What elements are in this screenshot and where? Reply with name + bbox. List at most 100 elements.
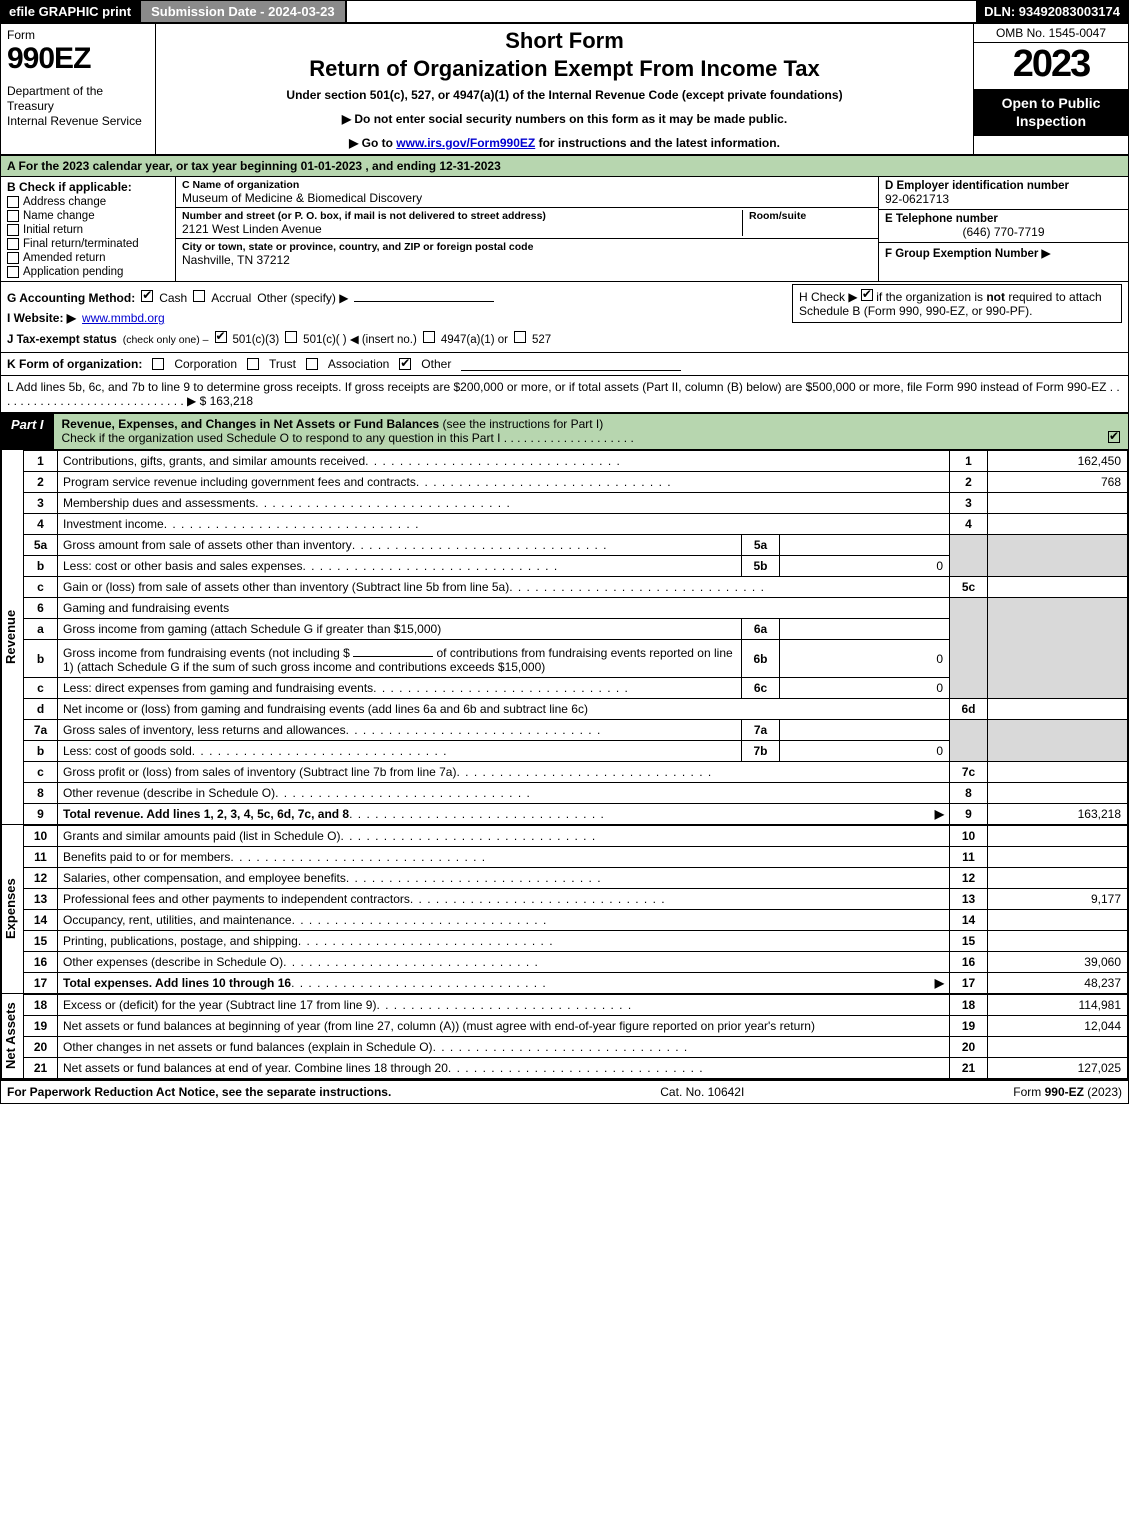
arrow-icon: ▶ [935, 976, 944, 990]
k-corp-checkbox-icon[interactable] [152, 358, 164, 370]
checkbox-icon[interactable] [7, 196, 19, 208]
g-label: G Accounting Method: [7, 291, 135, 305]
chk-amended-return[interactable]: Amended return [7, 252, 169, 264]
chk-initial-return[interactable]: Initial return [7, 224, 169, 236]
g-accrual-checkbox-icon[interactable] [193, 290, 205, 302]
irs-link[interactable]: www.irs.gov/Form990EZ [396, 136, 535, 150]
arrow-icon: ▶ [935, 807, 944, 821]
submission-date: Submission Date - 2024-03-23 [139, 1, 347, 22]
h-checkbox-icon[interactable] [861, 289, 873, 301]
revenue-section: Revenue 1 Contributions, gifts, grants, … [1, 450, 1128, 825]
form-header: Form 990EZ Department of the Treasury In… [1, 24, 1128, 156]
street-cell: Number and street (or P. O. box, if mail… [182, 210, 742, 236]
omb-number: OMB No. 1545-0047 [974, 24, 1128, 43]
k-assoc: Association [328, 357, 389, 371]
ein-row: D Employer identification number 92-0621… [879, 177, 1128, 210]
line-5c: c Gain or (loss) from sale of assets oth… [24, 577, 1128, 598]
col-c: C Name of organization Museum of Medicin… [176, 177, 878, 281]
part-i-schedule-o-checkbox-icon[interactable] [1108, 431, 1120, 443]
line-15: 15Printing, publications, postage, and s… [24, 931, 1128, 952]
chk-application-pending[interactable]: Application pending [7, 266, 169, 278]
line-19: 19Net assets or fund balances at beginni… [24, 1016, 1128, 1037]
line-6c: c Less: direct expenses from gaming and … [24, 678, 1128, 699]
j-501c-checkbox-icon[interactable] [285, 331, 297, 343]
line-10: 10Grants and similar amounts paid (list … [24, 826, 1128, 847]
checkbox-icon[interactable] [7, 252, 19, 264]
g-other-input[interactable] [354, 288, 494, 302]
l-value: 163,218 [210, 394, 253, 408]
line-2: 2 Program service revenue including gove… [24, 472, 1128, 493]
l-text: L Add lines 5b, 6c, and 7b to line 9 to … [7, 380, 1120, 408]
room-cell: Room/suite [742, 210, 872, 236]
dln-label: DLN: 93492083003174 [976, 1, 1128, 22]
line-4: 4 Investment income 4 [24, 514, 1128, 535]
j-501c: 501(c)( ) ◀ (insert no.) [303, 332, 417, 346]
checkbox-icon[interactable] [7, 238, 19, 250]
k-other: Other [421, 357, 451, 371]
footer-right: Form 990-EZ (2023) [1013, 1085, 1122, 1099]
header-right: OMB No. 1545-0047 2023 Open to Public In… [973, 24, 1128, 154]
net-assets-table: 18Excess or (deficit) for the year (Subt… [23, 994, 1128, 1079]
chk-address-change[interactable]: Address change [7, 196, 169, 208]
g-cash-checkbox-icon[interactable] [141, 290, 153, 302]
k-assoc-checkbox-icon[interactable] [306, 358, 318, 370]
h-text2: if the organization is [876, 290, 986, 304]
phone-label: E Telephone number [885, 213, 1122, 225]
org-name-label: C Name of organization [182, 179, 872, 191]
room-label: Room/suite [749, 210, 872, 222]
topbar-spacer [347, 1, 977, 22]
j-527: 527 [532, 334, 551, 346]
k-trust-checkbox-icon[interactable] [247, 358, 259, 370]
street-label: Number and street (or P. O. box, if mail… [182, 210, 742, 222]
group-exemption-row: F Group Exemption Number ▶ [879, 243, 1128, 281]
j-501c3-checkbox-icon[interactable] [215, 331, 227, 343]
footer-cat: Cat. No. 10642I [660, 1085, 744, 1099]
line-6a: a Gross income from gaming (attach Sched… [24, 619, 1128, 640]
g-accrual: Accrual [211, 291, 251, 305]
k-other-input[interactable] [461, 357, 681, 371]
net-assets-section: Net Assets 18Excess or (deficit) for the… [1, 994, 1128, 1079]
j-4947: 4947(a)(1) or [441, 334, 508, 346]
phone-row: E Telephone number (646) 770-7719 [879, 210, 1128, 243]
form-number: 990EZ [7, 42, 149, 76]
i-label: I Website: ▶ [7, 311, 76, 325]
note-ssn: ▶ Do not enter social security numbers o… [162, 112, 967, 126]
line-6b-input[interactable] [353, 643, 433, 657]
col-b: B Check if applicable: Address change Na… [1, 177, 176, 281]
chk-final-return[interactable]: Final return/terminated [7, 238, 169, 250]
j-527-checkbox-icon[interactable] [514, 331, 526, 343]
part-i-title: Revenue, Expenses, and Changes in Net As… [54, 414, 1128, 449]
header-left: Form 990EZ Department of the Treasury In… [1, 24, 156, 154]
street-value: 2121 West Linden Avenue [182, 222, 742, 236]
expenses-tab: Expenses [1, 825, 23, 994]
form-container: efile GRAPHIC print Submission Date - 20… [0, 0, 1129, 1104]
note-goto-pre: ▶ Go to [349, 136, 396, 150]
line-9: 9 Total revenue. Add lines 1, 2, 3, 4, 5… [24, 804, 1128, 825]
chk-name-change[interactable]: Name change [7, 210, 169, 222]
checkbox-icon[interactable] [7, 210, 19, 222]
section-ghij: H Check ▶ if the organization is not req… [1, 282, 1128, 346]
main-title: Return of Organization Exempt From Incom… [162, 56, 967, 82]
street-row: Number and street (or P. O. box, if mail… [176, 208, 878, 239]
line-12: 12Salaries, other compensation, and empl… [24, 868, 1128, 889]
city-row: City or town, state or province, country… [176, 239, 878, 269]
form-word: Form [7, 28, 149, 42]
line-3: 3 Membership dues and assessments 3 [24, 493, 1128, 514]
website-link[interactable]: www.mmbd.org [82, 311, 165, 325]
line-1: 1 Contributions, gifts, grants, and simi… [24, 451, 1128, 472]
phone-value: (646) 770-7719 [885, 225, 1122, 239]
checkbox-icon[interactable] [7, 266, 19, 278]
line-5a: 5a Gross amount from sale of assets othe… [24, 535, 1128, 556]
b-header: B Check if applicable: [7, 180, 169, 194]
h-box: H Check ▶ if the organization is not req… [792, 284, 1122, 323]
part-i-check-text: Check if the organization used Schedule … [62, 431, 634, 445]
j-4947-checkbox-icon[interactable] [423, 331, 435, 343]
line-21: 21Net assets or fund balances at end of … [24, 1058, 1128, 1079]
expenses-table: 10Grants and similar amounts paid (list … [23, 825, 1128, 994]
checkbox-icon[interactable] [7, 224, 19, 236]
revenue-tab: Revenue [1, 450, 23, 825]
k-other-checkbox-icon[interactable] [399, 358, 411, 370]
note-goto-post: for instructions and the latest informat… [535, 136, 780, 150]
h-text1: H Check ▶ [799, 290, 861, 304]
line-6: 6 Gaming and fundraising events [24, 598, 1128, 619]
